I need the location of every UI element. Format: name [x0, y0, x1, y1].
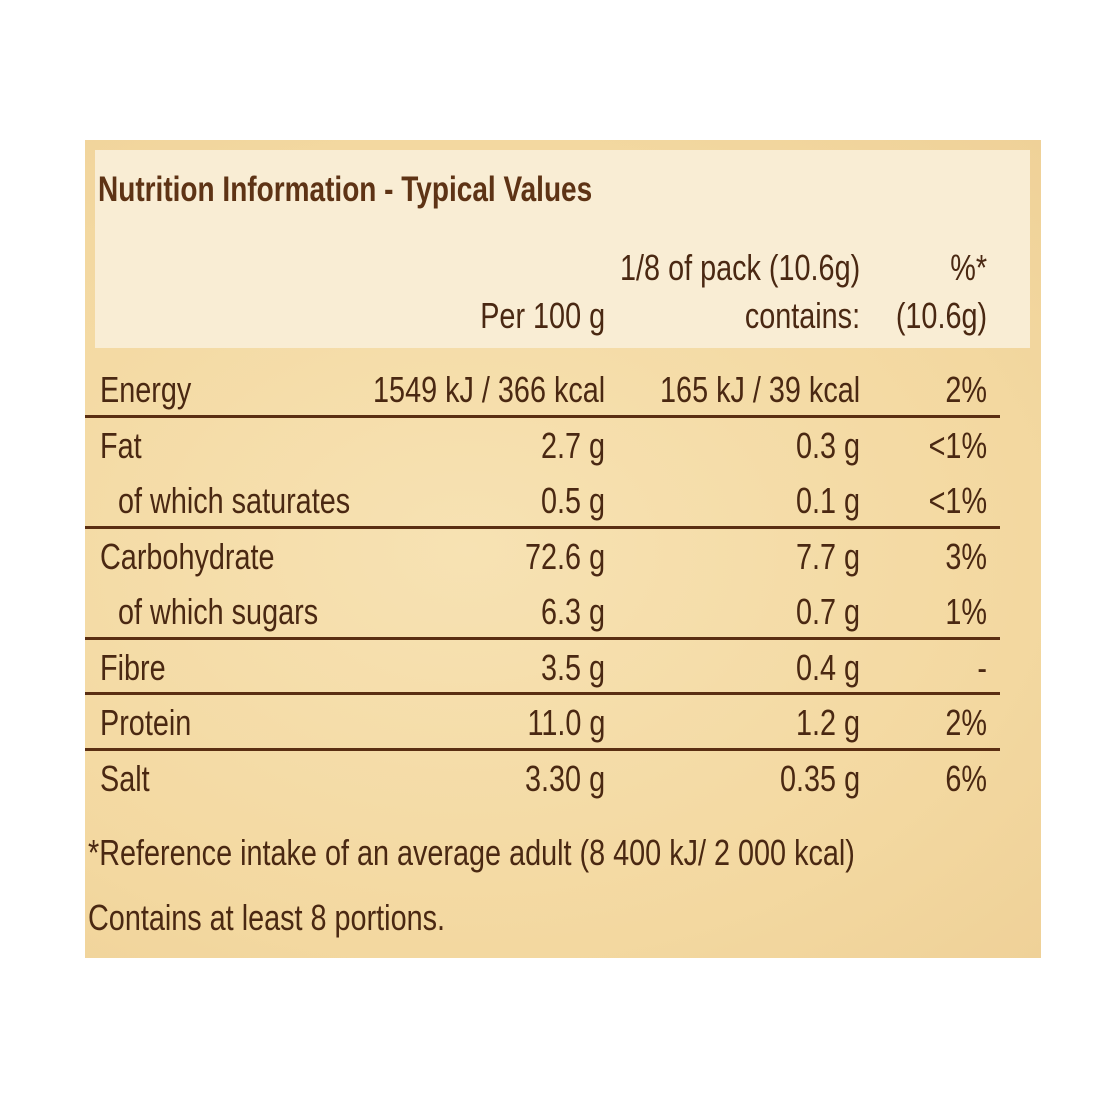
- nutrient-value: 0.3 g: [795, 424, 860, 466]
- row-rule: [85, 525, 1000, 529]
- nutrient-value: 1.2 g: [795, 702, 860, 743]
- nutrient-value: 0.5 g: [540, 480, 605, 521]
- nutrient-value: 2%: [945, 369, 987, 410]
- nutrient-label: Fibre: [100, 646, 166, 688]
- row-rule: [85, 692, 1000, 696]
- column-header: 1/8 of pack (10.6g): [619, 247, 860, 288]
- row-rule: [85, 414, 1000, 418]
- footnote: *Reference intake of an average adult (8…: [88, 832, 855, 873]
- nutrient-value: 0.35 g: [779, 757, 860, 799]
- sub-nutrient-label: of which saturates: [118, 480, 351, 521]
- footnote: Contains at least 8 portions.: [88, 897, 446, 938]
- column-header: (10.6g): [895, 295, 987, 336]
- nutrient-value: <1%: [928, 480, 987, 521]
- nutrient-label: Salt: [100, 757, 150, 799]
- nutrient-value: 3.5 g: [540, 646, 605, 688]
- header-box: [95, 150, 1030, 348]
- nutrient-value: -: [977, 646, 987, 688]
- nutrient-value: <1%: [928, 424, 987, 466]
- row-rule: [85, 747, 1000, 751]
- nutrient-value: 1%: [945, 591, 987, 632]
- nutrient-value: 3%: [945, 535, 987, 577]
- nutrient-value: 72.6 g: [524, 535, 605, 577]
- nutrient-value: 7.7 g: [795, 535, 860, 577]
- nutrient-value: 6.3 g: [540, 591, 605, 632]
- column-header: %*: [950, 247, 987, 288]
- nutrient-value: 11.0 g: [527, 702, 605, 743]
- nutrient-value: 2%: [945, 702, 987, 743]
- nutrient-value: 165 kJ / 39 kcal: [659, 369, 860, 410]
- title: Nutrition Information - Typical Values: [98, 170, 593, 209]
- nutrient-value: 6%: [945, 757, 987, 799]
- nutrient-value: 0.7 g: [795, 591, 860, 632]
- nutrient-value: 0.4 g: [795, 646, 860, 688]
- nutrient-label: Carbohydrate: [100, 535, 275, 577]
- nutrient-value: 3.30 g: [524, 757, 605, 799]
- sub-nutrient-label: of which sugars: [118, 591, 319, 632]
- column-header: contains:: [744, 295, 860, 336]
- nutrient-label: Protein: [100, 702, 192, 743]
- nutrient-label: Fat: [100, 424, 142, 466]
- row-rule: [85, 636, 1000, 640]
- nutrient-value: 0.1 g: [795, 480, 860, 521]
- nutrient-label: Energy: [100, 369, 192, 410]
- nutrient-value: 1549 kJ / 366 kcal: [372, 369, 605, 410]
- nutrient-value: 2.7 g: [540, 424, 605, 466]
- column-header: Per 100 g: [480, 295, 605, 336]
